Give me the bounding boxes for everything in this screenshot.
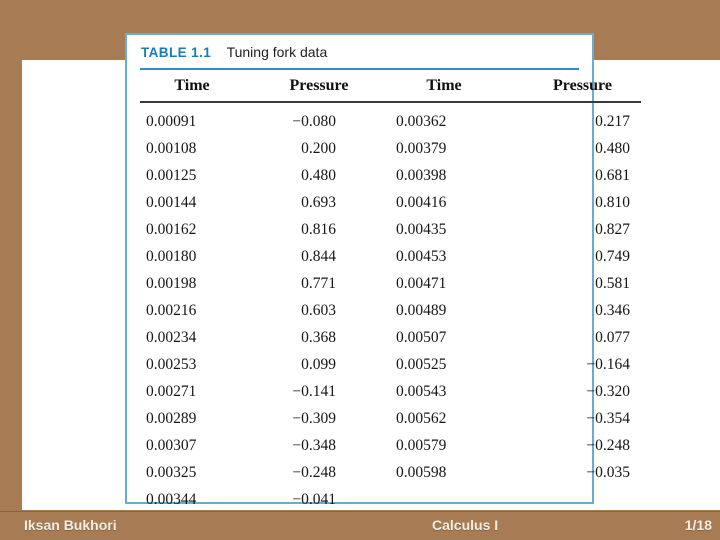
table-cell: 0.810: [595, 194, 630, 211]
table-cell: −0.309: [292, 410, 336, 427]
table-cell: −0.141: [292, 383, 336, 400]
table-cell: 0.00453: [396, 248, 447, 265]
table-cell: 0.00289: [146, 410, 197, 427]
table-row: 0.00344 −0.041: [140, 486, 641, 513]
table-cell: 0.00108: [146, 140, 197, 157]
column-header: Time: [140, 70, 262, 103]
table-row: 0.00289 −0.309 0.00562 −0.354: [140, 405, 641, 432]
table-cell: 0.00471: [396, 275, 447, 292]
column-header: Pressure: [496, 70, 641, 103]
table-cell: −0.035: [586, 464, 630, 481]
table-cell: 0.217: [595, 113, 630, 130]
table-cell: 0.00562: [396, 410, 447, 427]
table-row: 0.00325 −0.248 0.00598 −0.035: [140, 459, 641, 486]
table-cell: 0.00198: [146, 275, 197, 292]
table-cell: 0.816: [301, 221, 336, 238]
table-cell: 0.099: [301, 356, 336, 373]
table-cell: 0.00125: [146, 167, 197, 184]
table-cell: −0.320: [586, 383, 630, 400]
table-cell: −0.348: [292, 437, 336, 454]
table-cell: 0.00344: [146, 491, 197, 508]
table-cell: 0.00325: [146, 464, 197, 481]
table-cell: 0.00543: [396, 383, 447, 400]
footer-author: Iksan Bukhori: [24, 517, 117, 533]
table-row: 0.00271 −0.141 0.00543 −0.320: [140, 378, 641, 405]
table-cell: −0.080: [292, 113, 336, 130]
table-header-row: Time Pressure Time Pressure: [140, 70, 641, 103]
table-cell: 0.00253: [146, 356, 197, 373]
table-row: 0.00253 0.099 0.00525 −0.164: [140, 351, 641, 378]
table-body: 0.00091 −0.080 0.00362 0.217 0.00108 0.200 0.0…: [140, 102, 641, 513]
table-cell: 0.00507: [396, 329, 447, 346]
table-cell: 0.200: [301, 140, 336, 157]
table-cell: 0.00180: [146, 248, 197, 265]
table-cell: 0.693: [301, 194, 336, 211]
table-cell: −0.354: [586, 410, 630, 427]
table-cell: 0.00271: [146, 383, 197, 400]
table-cell: 0.771: [301, 275, 336, 292]
table-cell: −0.248: [292, 464, 336, 481]
table-cell: 0.00234: [146, 329, 197, 346]
table-row: 0.00108 0.200 0.00379 0.480: [140, 135, 641, 162]
table-row: 0.00180 0.844 0.00453 0.749: [140, 243, 641, 270]
table-cell: −0.164: [586, 356, 630, 373]
tuning-fork-table-box: TABLE 1.1 Tuning fork data Time Pressure T…: [125, 33, 641, 508]
data-table: Time Pressure Time Pressure 0.00091 −0.080 0.…: [140, 70, 641, 513]
table-inner: TABLE 1.1 Tuning fork data Time Pressure T…: [140, 35, 641, 513]
footer-page-number: 1/18: [684, 517, 712, 533]
table-cell: 0.00398: [396, 167, 447, 184]
table-cell: 0.00525: [396, 356, 447, 373]
table-cell: 0.00379: [396, 140, 447, 157]
column-header: Time: [376, 70, 496, 103]
table-cell: 0.00144: [146, 194, 197, 211]
table-cell: 0.480: [301, 167, 336, 184]
footer-course-title: Calculus I: [432, 517, 499, 533]
table-cell: 0.00216: [146, 302, 197, 319]
table-cell: 0.749: [595, 248, 630, 265]
table-row: 0.00234 0.368 0.00507 0.077: [140, 324, 641, 351]
table-cell: 0.00579: [396, 437, 447, 454]
footer-bar: Iksan Bukhori Calculus I 1/18: [0, 512, 720, 540]
table-cell: 0.00091: [146, 113, 197, 130]
table-row: 0.00162 0.816 0.00435 0.827: [140, 216, 641, 243]
table-row: 0.00125 0.480 0.00398 0.681: [140, 162, 641, 189]
table-cell: 0.00489: [396, 302, 447, 319]
table-cell: 0.00362: [396, 113, 447, 130]
table-cell: 0.077: [595, 329, 630, 346]
table-cell: [496, 486, 641, 513]
table-cell: 0.603: [301, 302, 336, 319]
table-cell: 0.00162: [146, 221, 197, 238]
table-row: 0.00216 0.603 0.00489 0.346: [140, 297, 641, 324]
table-cell: −0.248: [586, 437, 630, 454]
table-cell: 0.00435: [396, 221, 447, 238]
table-cell: 0.346: [595, 302, 630, 319]
column-header: Pressure: [262, 70, 376, 103]
table-cell: 0.480: [595, 140, 630, 157]
table-row: 0.00091 −0.080 0.00362 0.217: [140, 102, 641, 135]
table-cell: 0.827: [595, 221, 630, 238]
table-cell: −0.041: [292, 491, 336, 508]
table-title: TABLE 1.1 Tuning fork data: [140, 35, 579, 70]
table-cell: 0.00598: [396, 464, 447, 481]
table-row: 0.00144 0.693 0.00416 0.810: [140, 189, 641, 216]
table-cell: 0.368: [301, 329, 336, 346]
table-cell: 0.00307: [146, 437, 197, 454]
table-cell: 0.581: [595, 275, 630, 292]
table-label: TABLE 1.1: [141, 45, 212, 60]
table-cell: 0.681: [595, 167, 630, 184]
table-cell: [376, 486, 496, 513]
table-caption: Tuning fork data: [226, 44, 328, 60]
table-row: 0.00307 −0.348 0.00579 −0.248: [140, 432, 641, 459]
table-cell: 0.00416: [396, 194, 447, 211]
table-row: 0.00198 0.771 0.00471 0.581: [140, 270, 641, 297]
table-cell: 0.844: [301, 248, 336, 265]
